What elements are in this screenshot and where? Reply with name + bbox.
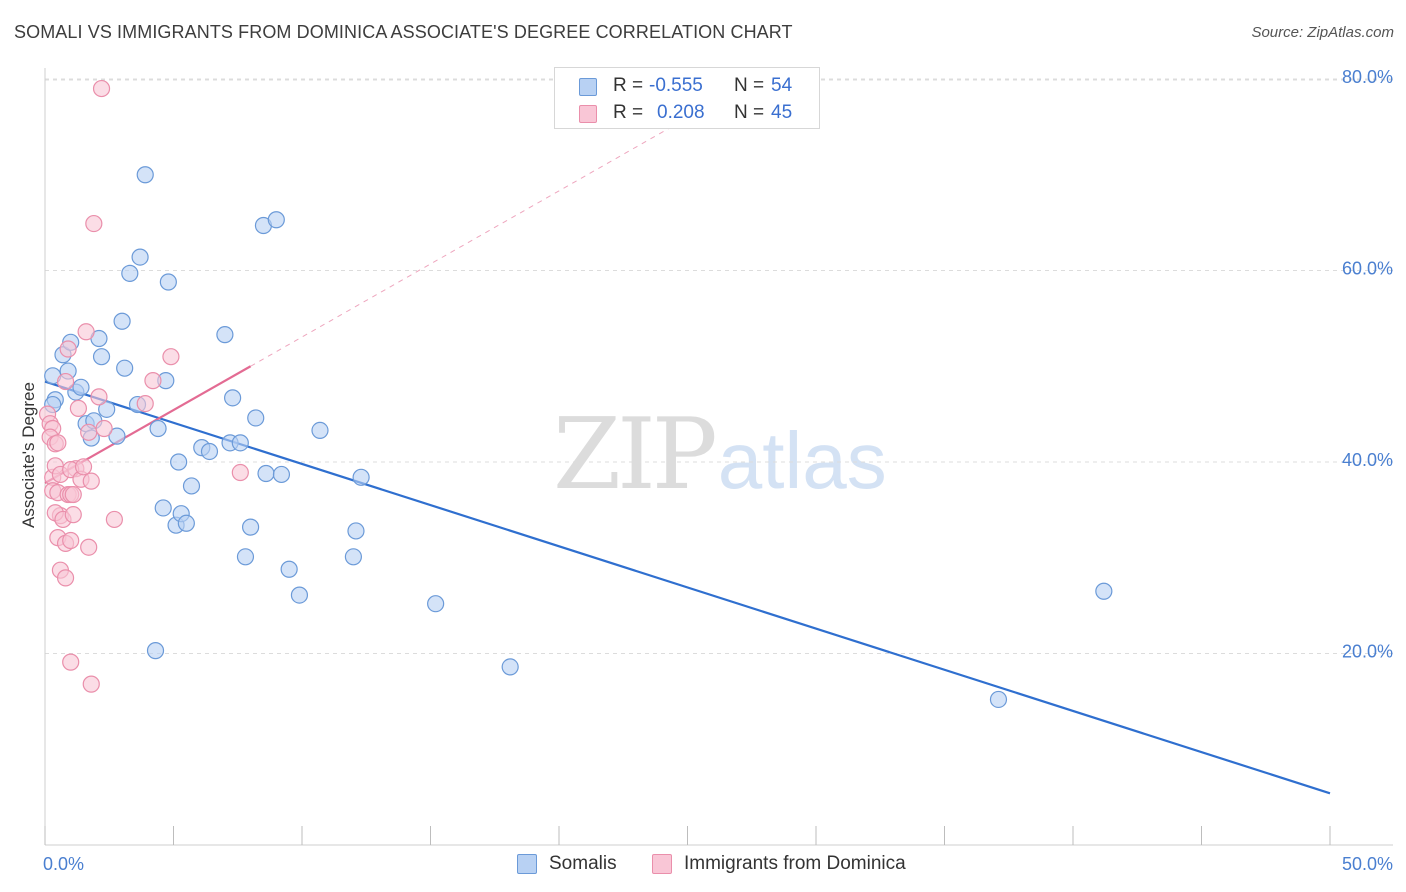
dominica-swatch bbox=[579, 105, 597, 123]
tick-labels: 20.0% 40.0% 60.0% 80.0% 0.0% 50.0% bbox=[43, 67, 1393, 874]
somalis-point bbox=[989, 690, 1008, 709]
somalis-point bbox=[170, 453, 188, 471]
somalis-point bbox=[121, 264, 139, 282]
dominica-point bbox=[80, 538, 98, 556]
somalis-point bbox=[159, 273, 177, 291]
x-tick-label: 0.0% bbox=[43, 854, 84, 874]
somalis-point bbox=[177, 514, 195, 532]
somalis-point bbox=[146, 642, 165, 660]
somalis-point bbox=[352, 468, 370, 486]
n-value: 54 bbox=[771, 75, 793, 96]
somalis-point bbox=[267, 211, 285, 229]
dominica-point bbox=[105, 510, 123, 529]
stats-row-somalis: R = -0.555 N = 54 bbox=[555, 73, 819, 101]
dominica-point bbox=[144, 372, 162, 390]
somalis-point bbox=[98, 400, 116, 418]
somalis-point bbox=[247, 409, 265, 427]
dominica-point bbox=[56, 569, 75, 587]
somalis-point bbox=[108, 427, 126, 445]
somalis-swatch bbox=[579, 78, 597, 96]
dominica-point bbox=[77, 323, 95, 341]
dominica-point bbox=[59, 340, 77, 358]
somalis-point bbox=[311, 421, 329, 440]
n-label: N = bbox=[734, 75, 765, 96]
dominica-point bbox=[90, 388, 108, 406]
dominica-point bbox=[92, 79, 111, 98]
somalis-point bbox=[149, 419, 167, 438]
y-tick-label: 20.0% bbox=[1342, 642, 1393, 662]
watermark: ZIPatlas bbox=[553, 398, 887, 512]
dominica-swatch bbox=[652, 854, 672, 874]
source-note: Source: ZipAtlas.com bbox=[1251, 24, 1394, 41]
dominica-point bbox=[62, 531, 80, 550]
somalis-point bbox=[1095, 582, 1113, 600]
somalis-point bbox=[344, 548, 362, 566]
somalis-point bbox=[182, 477, 201, 495]
somalis-point bbox=[280, 560, 298, 578]
dominica-point bbox=[231, 463, 249, 482]
somalis-point bbox=[116, 359, 134, 377]
r-value: -0.555 bbox=[649, 75, 703, 96]
dominica-point bbox=[62, 653, 80, 671]
somalis-point bbox=[347, 522, 365, 540]
somalis-point bbox=[272, 465, 291, 484]
data-points bbox=[38, 79, 1113, 709]
somalis-point bbox=[216, 326, 234, 344]
somalis-point bbox=[242, 518, 260, 536]
somalis-point bbox=[131, 248, 149, 266]
n-label: N = bbox=[734, 102, 765, 123]
dominica-point bbox=[82, 675, 100, 693]
dominica-point bbox=[64, 506, 82, 524]
watermark-atlas: atlas bbox=[717, 416, 887, 505]
r-value: 0.208 bbox=[657, 102, 705, 123]
somalis-point bbox=[92, 348, 111, 366]
n-value: 45 bbox=[771, 102, 793, 123]
dominica-point bbox=[56, 372, 75, 391]
gridlines bbox=[45, 78, 1393, 654]
somalis-point bbox=[427, 595, 445, 613]
dominica-point bbox=[162, 348, 180, 366]
y-tick-label: 60.0% bbox=[1342, 259, 1393, 279]
somalis-point bbox=[113, 312, 131, 330]
y-tick-label: 80.0% bbox=[1342, 67, 1393, 87]
somalis-point bbox=[257, 464, 275, 483]
dominica-point bbox=[85, 214, 103, 233]
axes bbox=[44, 68, 1393, 846]
dominica-point bbox=[95, 419, 113, 438]
somalis-swatch bbox=[517, 854, 537, 874]
dominica-point bbox=[64, 485, 82, 504]
dominica-point bbox=[74, 458, 93, 476]
y-axis-title: Associate's Degree bbox=[19, 382, 38, 528]
chart-title: SOMALI VS IMMIGRANTS FROM DOMINICA ASSOC… bbox=[14, 22, 793, 42]
somalis-point bbox=[501, 658, 519, 676]
somalis-point bbox=[136, 166, 154, 184]
legend-label: Immigrants from Dominica bbox=[684, 853, 906, 874]
dominica-point bbox=[49, 434, 67, 452]
r-label: R = bbox=[613, 75, 644, 96]
dominica-trend-extension bbox=[250, 88, 740, 367]
somalis-point bbox=[236, 548, 255, 566]
somalis-point bbox=[224, 389, 242, 407]
chart-legend: Somalis Immigrants from Dominica bbox=[0, 852, 1406, 878]
watermark-zip: ZIP bbox=[553, 398, 718, 512]
dominica-point bbox=[80, 423, 98, 441]
somalis-trend-line bbox=[44, 380, 1331, 795]
dominica-point bbox=[82, 472, 100, 490]
y-tick-label: 40.0% bbox=[1342, 450, 1393, 470]
stats-legend-box: R = -0.555 N = 54 R = 0.208 N = 45 bbox=[554, 67, 820, 129]
dominica-point bbox=[69, 399, 88, 417]
stats-row-dominica: R = 0.208 N = 45 bbox=[555, 100, 819, 128]
x-tick-label: 50.0% bbox=[1342, 854, 1393, 874]
r-label: R = bbox=[613, 102, 644, 123]
somalis-point bbox=[290, 586, 309, 604]
somalis-point bbox=[72, 378, 90, 396]
somalis-point bbox=[154, 499, 172, 517]
somalis-point bbox=[200, 442, 219, 461]
somalis-point bbox=[231, 434, 249, 452]
legend-label: Somalis bbox=[549, 853, 617, 874]
dominica-point bbox=[136, 394, 154, 413]
